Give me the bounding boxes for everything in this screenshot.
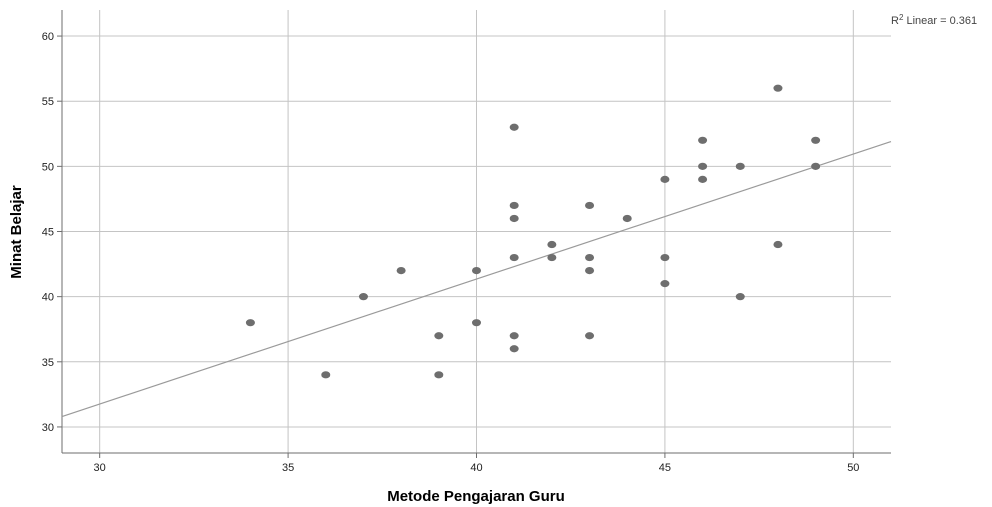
data-point	[660, 253, 670, 262]
data-point	[547, 253, 557, 262]
data-point	[585, 253, 595, 262]
y-tick-label: 40	[42, 292, 54, 304]
data-point	[434, 371, 444, 379]
data-point	[509, 201, 519, 210]
data-point	[509, 123, 519, 131]
data-point	[396, 266, 406, 275]
data-point	[735, 162, 745, 170]
y-tick-label: 35	[42, 357, 54, 369]
y-tick-label: 45	[42, 227, 54, 239]
fit-label-prefix: R	[891, 15, 899, 27]
x-tick-label: 45	[659, 462, 671, 474]
data-point	[698, 175, 708, 183]
regression-line	[61, 141, 892, 418]
fit-line-label: R2 Linear = 0.361	[891, 13, 977, 27]
data-point	[698, 136, 708, 144]
data-point	[585, 201, 595, 210]
data-point	[698, 162, 708, 170]
data-point	[321, 371, 331, 379]
data-point	[585, 266, 595, 275]
data-points	[245, 84, 821, 379]
y-axis-title: Minat Belajar	[8, 185, 25, 279]
y-tick-label: 30	[42, 422, 54, 434]
data-point	[509, 214, 519, 223]
x-tick-label: 40	[470, 462, 482, 474]
data-point	[660, 175, 670, 183]
data-point	[472, 266, 481, 275]
fit-label-suffix: Linear = 0.361	[903, 15, 977, 27]
data-point	[509, 332, 519, 340]
y-tick-label: 50	[42, 161, 54, 173]
y-tick-label: 60	[42, 31, 54, 43]
data-point	[773, 84, 783, 92]
data-point	[811, 162, 821, 170]
data-point	[811, 136, 821, 144]
data-point	[434, 332, 444, 340]
data-point	[547, 240, 557, 249]
grid-lines	[62, 10, 891, 453]
data-point	[622, 214, 632, 223]
x-tick-label: 35	[282, 462, 294, 474]
y-tick-label: 55	[42, 96, 54, 108]
axes	[57, 10, 891, 458]
x-axis-title: Metode Pengajaran Guru	[387, 488, 565, 505]
fit-line-group	[61, 141, 892, 418]
data-point	[509, 253, 519, 262]
y-tick-labels: 30 35 40 45 50 55 60	[42, 31, 54, 434]
x-tick-labels: 30 35 40 45 50	[94, 462, 860, 474]
data-point	[585, 332, 595, 340]
data-point	[472, 319, 481, 327]
x-tick-label: 30	[94, 462, 106, 474]
data-point	[660, 280, 670, 288]
data-point	[773, 240, 783, 249]
fit-label-superscript: 2	[899, 13, 904, 22]
x-tick-label: 50	[847, 462, 859, 474]
data-point	[735, 293, 745, 301]
data-point	[245, 319, 255, 327]
data-point	[358, 293, 368, 301]
data-point	[509, 345, 519, 353]
